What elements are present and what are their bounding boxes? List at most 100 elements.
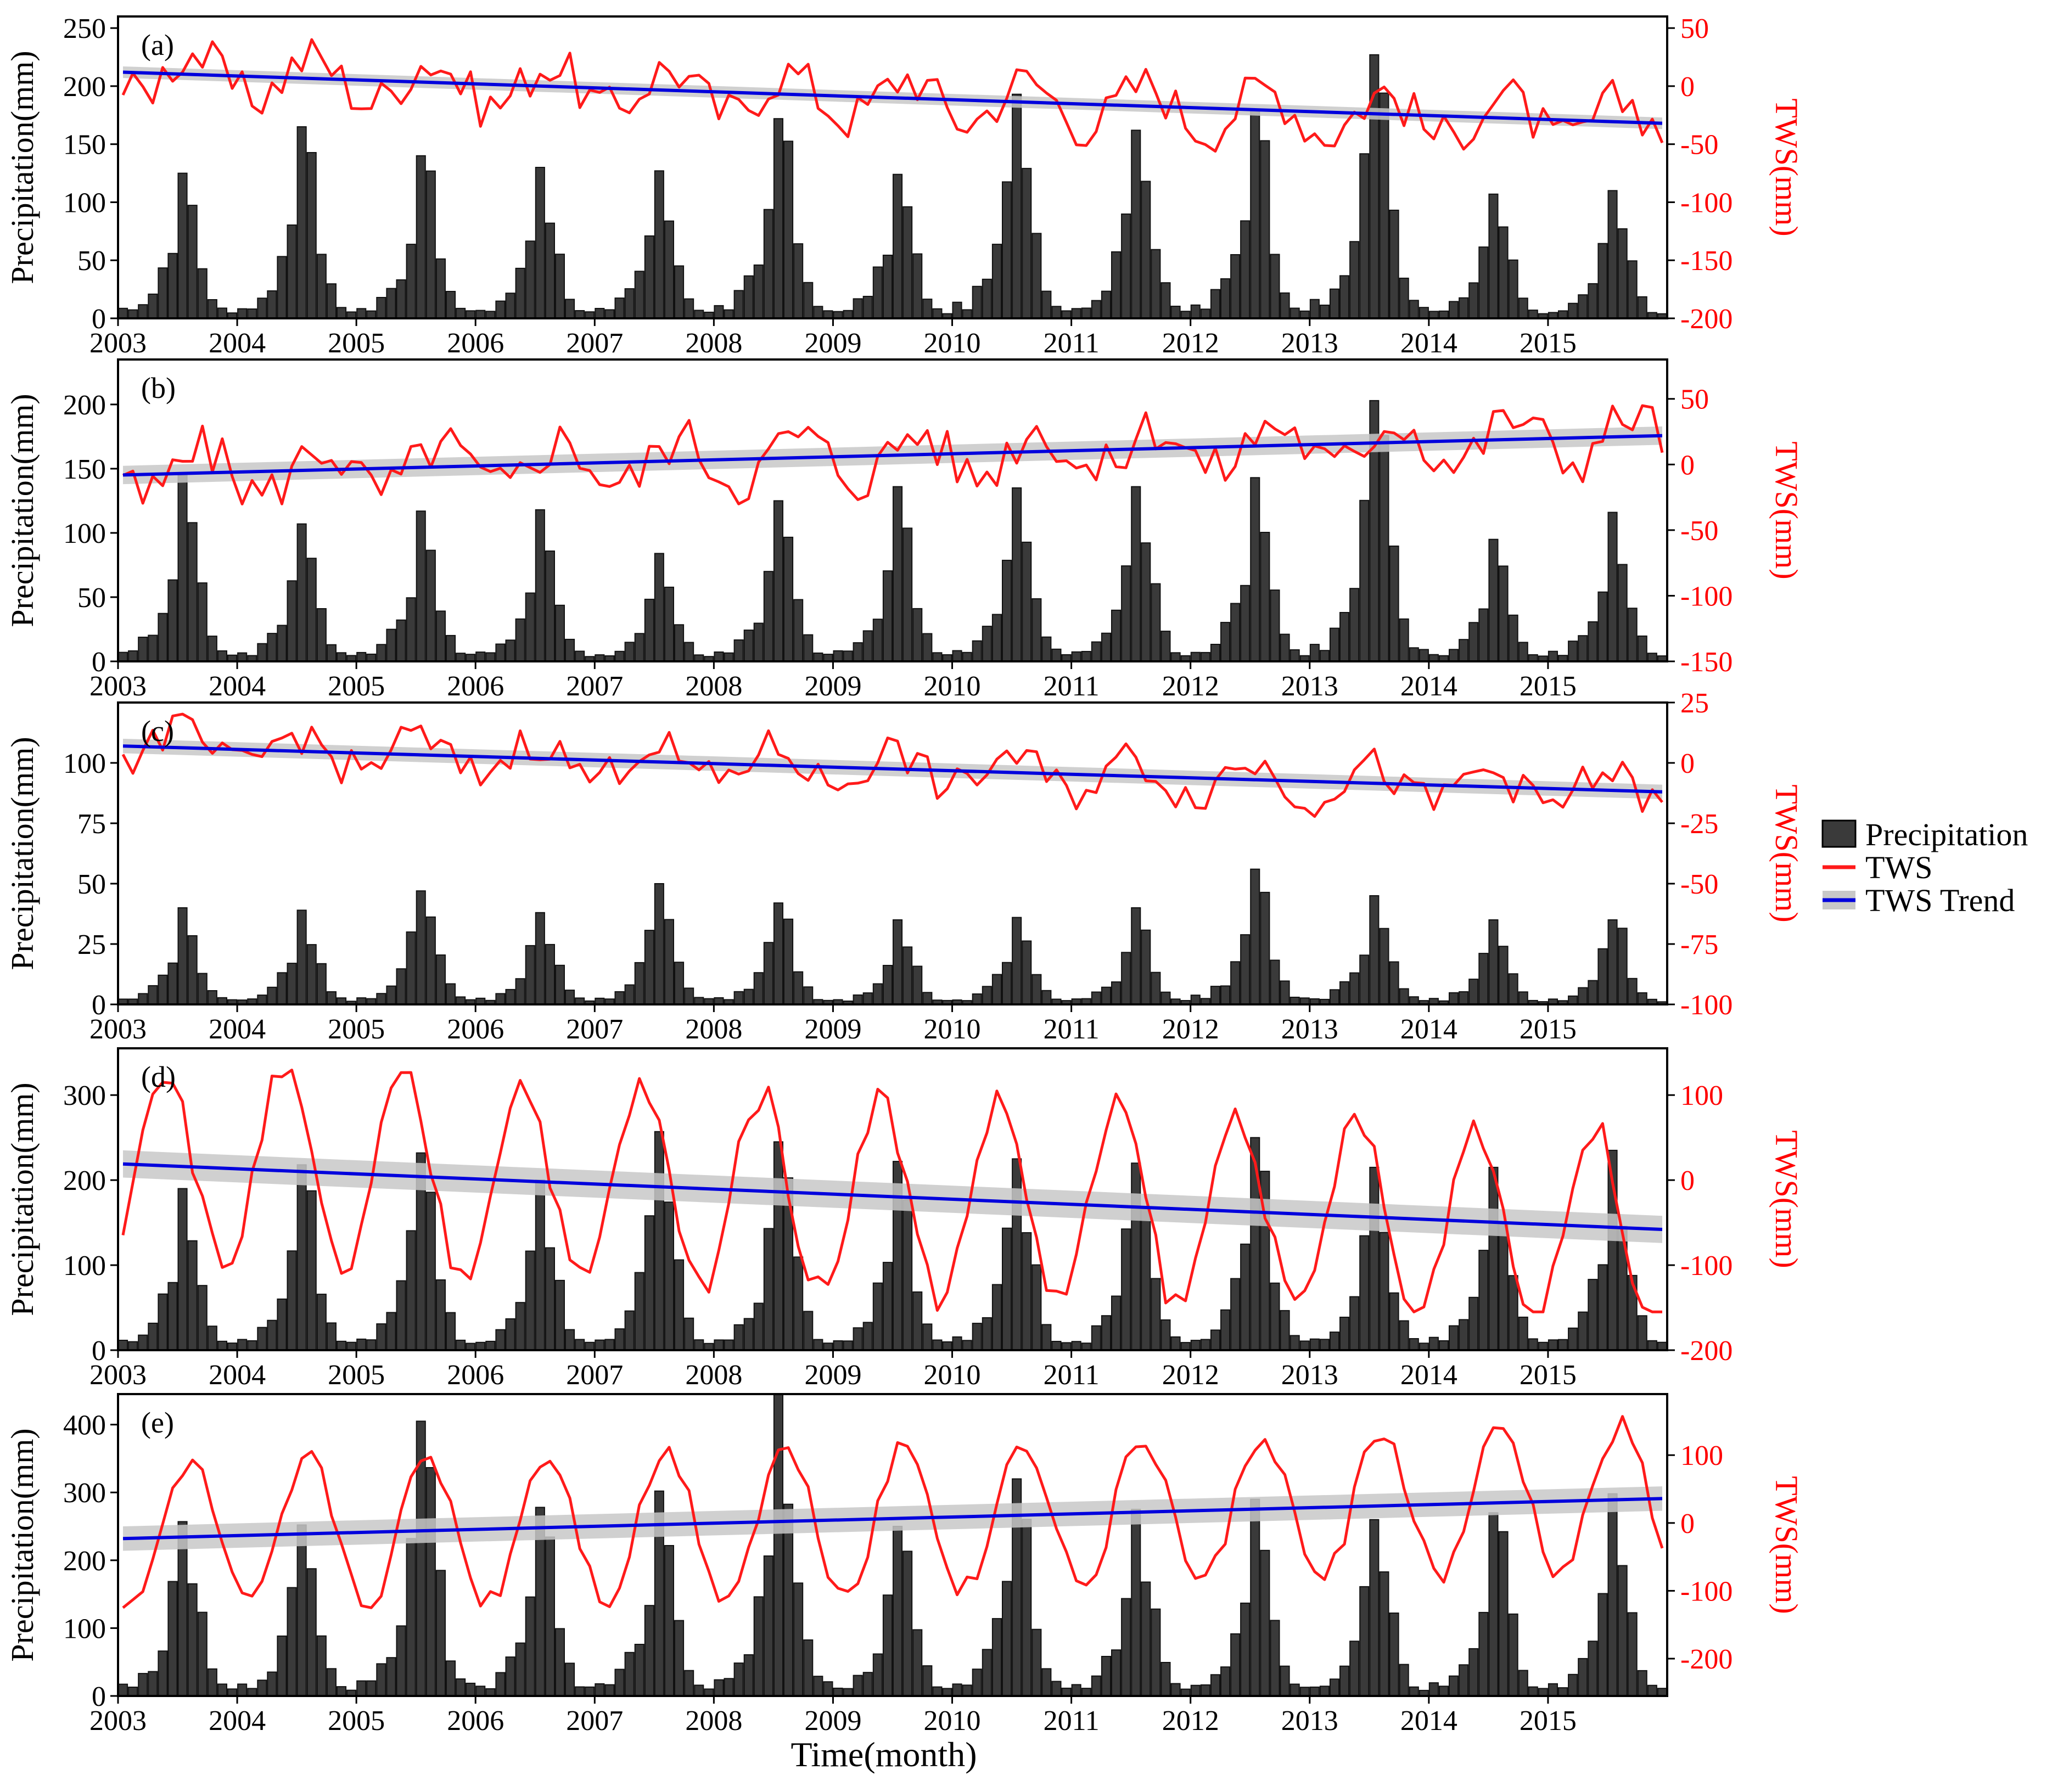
precip-bar <box>872 619 883 662</box>
precip-bar <box>1617 1565 1628 1696</box>
precip-bar <box>1558 310 1568 319</box>
left-tick-label: 0 <box>92 990 106 1021</box>
precip-bar <box>634 962 644 1005</box>
precip-bar <box>1111 1649 1122 1696</box>
precip-bar <box>1528 1338 1538 1351</box>
precip-bar <box>624 288 635 319</box>
precip-bar <box>902 1199 913 1351</box>
precip-bar <box>177 474 188 662</box>
plot-frame-b <box>117 358 1668 662</box>
precip-bar <box>366 1339 377 1351</box>
precip-bar <box>674 624 685 662</box>
precip-bar <box>773 902 784 1005</box>
precip-bar <box>366 310 377 319</box>
right-tick-label: -150 <box>1680 245 1733 277</box>
precip-bar <box>575 1339 585 1351</box>
precip-bar <box>515 978 525 1005</box>
precip-bar <box>1508 1613 1518 1697</box>
precip-bar <box>783 918 794 1005</box>
precip-bar <box>932 1339 943 1351</box>
precip-bar <box>743 1654 754 1696</box>
precip-bar <box>1230 254 1241 319</box>
precip-bar <box>614 1328 625 1351</box>
x-tick-label: 2011 <box>1044 1360 1100 1391</box>
precip-bar <box>823 1681 833 1696</box>
x-tick-label: 2009 <box>804 1360 861 1391</box>
precip-bar <box>535 912 545 1005</box>
right-tick-label: 50 <box>1680 384 1709 415</box>
left-tick-label: 200 <box>63 390 106 421</box>
precip-bar <box>733 639 744 662</box>
precip-bar <box>1518 1670 1528 1696</box>
left-tick-label: 200 <box>63 1546 106 1577</box>
x-tick-label: 2012 <box>1162 328 1219 359</box>
precip-bar <box>158 974 168 1005</box>
precip-bar <box>843 310 853 319</box>
precip-bar <box>1141 929 1151 1005</box>
precip-bar <box>386 985 396 1005</box>
precip-bar <box>743 988 754 1005</box>
precip-bar <box>634 633 644 662</box>
precip-bar <box>148 1671 158 1697</box>
precip-bar <box>356 1680 367 1697</box>
precip-bar <box>1399 1664 1409 1697</box>
precip-bar <box>1220 1666 1231 1696</box>
precip-bar <box>217 1340 227 1351</box>
precip-bar <box>1478 608 1489 662</box>
precip-bar <box>1329 627 1339 662</box>
precip-bar <box>813 1339 823 1351</box>
x-tick-label: 2007 <box>566 1014 623 1045</box>
precip-bar <box>247 1688 257 1696</box>
precip-bar <box>595 1339 605 1351</box>
precip-bar <box>406 1230 416 1351</box>
x-tick-label: 2014 <box>1400 1360 1457 1391</box>
precip-bar <box>406 597 416 662</box>
precip-bar <box>158 1293 168 1351</box>
precip-bar <box>853 1327 863 1351</box>
precip-bar <box>654 1131 664 1351</box>
precip-bar <box>416 890 426 1005</box>
left-tick-label: 100 <box>63 187 106 218</box>
precip-bar <box>1647 1684 1657 1696</box>
precip-bar <box>1111 1295 1122 1351</box>
precip-bar <box>1131 1509 1141 1697</box>
precip-bar <box>862 296 873 319</box>
x-tick-label: 2014 <box>1400 1705 1457 1737</box>
precip-bar <box>316 963 327 1005</box>
precip-bar <box>1121 565 1131 662</box>
precip-bar <box>1389 1292 1399 1351</box>
precip-bar <box>1637 635 1647 662</box>
precip-bar <box>277 256 287 319</box>
x-tick-label: 2006 <box>447 1014 504 1045</box>
precip-bar <box>763 1555 773 1696</box>
precip-bar <box>1190 1684 1201 1696</box>
precip-bar <box>1002 1581 1012 1696</box>
x-tick-label: 2004 <box>209 1360 266 1391</box>
precip-bar <box>167 1581 178 1696</box>
precip-bar <box>1280 980 1290 1005</box>
precip-bar <box>565 1662 575 1696</box>
precip-bar <box>724 652 734 662</box>
precip-bar <box>565 299 575 319</box>
precip-bar <box>1597 1593 1608 1696</box>
precip-bar <box>237 652 248 662</box>
x-tick-label: 2013 <box>1281 1360 1338 1391</box>
precip-bar <box>932 308 943 319</box>
precip-bar <box>1160 991 1171 1005</box>
precip-bar <box>167 962 178 1005</box>
right-tick-label: 100 <box>1680 1440 1723 1471</box>
precip-bar <box>604 309 615 319</box>
precip-bar <box>237 308 248 319</box>
precip-bar <box>882 255 893 319</box>
precip-bar <box>1309 1686 1320 1696</box>
precip-bar <box>991 244 1002 319</box>
precip-bar <box>1220 278 1231 319</box>
precip-bar <box>1081 651 1091 662</box>
precip-bar <box>813 306 823 319</box>
precip-bar <box>1459 639 1469 662</box>
precip-bar <box>296 523 307 662</box>
precip-bar <box>306 558 317 662</box>
precip-bar <box>306 152 317 319</box>
precip-bar <box>138 637 148 662</box>
precip-bar <box>1449 1675 1459 1696</box>
